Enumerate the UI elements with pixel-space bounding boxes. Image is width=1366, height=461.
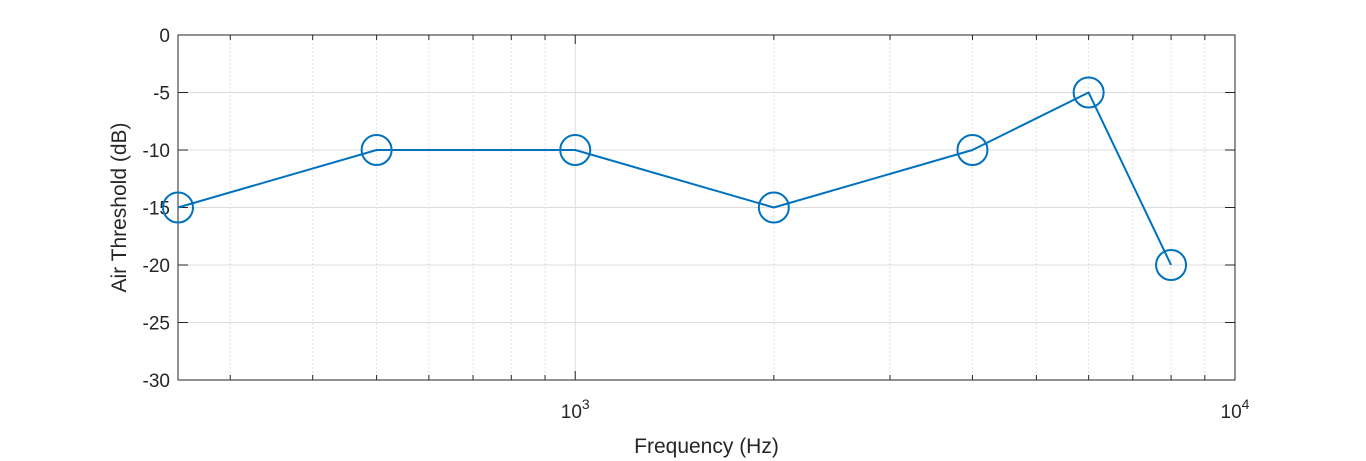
data-point-marker xyxy=(956,134,989,166)
data-point-marker xyxy=(360,134,393,166)
data-point-marker xyxy=(1072,76,1105,109)
x-tick-label: 104 xyxy=(1221,396,1250,423)
y-tick-label: 0 xyxy=(159,26,170,47)
y-tick-label: -5 xyxy=(153,84,170,105)
data-point-marker xyxy=(757,191,790,224)
y-axis-ticks: 0-5-10-15-20-25-30 xyxy=(143,26,1235,392)
data-point-marker xyxy=(559,134,592,166)
x-tick-label: 103 xyxy=(561,396,590,423)
x-axis-label: Frequency (Hz) xyxy=(634,435,779,458)
series-line xyxy=(177,91,1173,266)
series-layer xyxy=(162,76,1188,281)
data-point-marker xyxy=(162,191,194,224)
y-tick-label: -20 xyxy=(143,256,170,277)
y-tick-label: -30 xyxy=(143,371,170,392)
y-tick-label: -25 xyxy=(143,314,170,335)
data-point-marker xyxy=(1155,249,1188,281)
y-tick-label: -10 xyxy=(143,141,170,162)
y-axis-label: Air Threshold (dB) xyxy=(108,122,131,292)
x-axis-ticks: 103 104 xyxy=(229,35,1250,423)
